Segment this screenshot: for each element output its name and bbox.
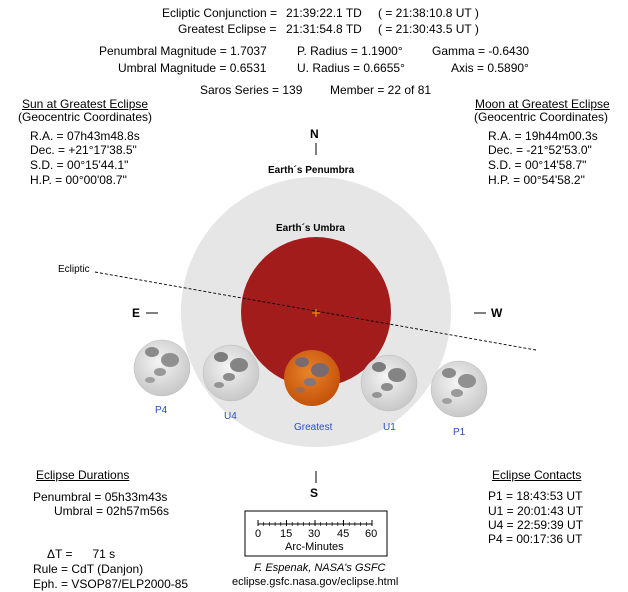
moon-hp: H.P. = 00°54'58.2" — [488, 173, 585, 187]
sun-sd: S.D. = 00°15'44.1" — [30, 158, 129, 172]
scale-tick-label-60: 60 — [365, 528, 378, 540]
rule: Rule = CdT (Danjon) — [33, 562, 144, 576]
moon-p1 — [430, 360, 488, 418]
scale-tick-label-45: 45 — [337, 528, 350, 540]
contact-u1: U1 = 20:01:43 UT — [488, 504, 584, 518]
u-radius: U. Radius = 0.6655° — [297, 61, 405, 75]
moon-ra: R.A. = 19h44m00.3s — [488, 129, 598, 143]
ecliptic-label: Ecliptic — [58, 264, 90, 275]
sun-hp: H.P. = 00°00'08.7" — [30, 173, 127, 187]
scale-label: Arc-Minutes — [285, 541, 344, 553]
moon-label-greatest: Greatest — [294, 422, 333, 433]
ephemeris: Eph. = VSOP87/ELP2000-85 — [33, 577, 189, 591]
contact-p1: P1 = 18:43:53 UT — [488, 489, 583, 503]
credit: F. Espenak, NASA's GSFC — [254, 562, 386, 574]
conjunction-value: 21:39:22.1 TD — [286, 6, 362, 20]
contact-p4: P4 = 00:17:36 UT — [488, 532, 583, 546]
p-radius: P. Radius = 1.1900° — [297, 44, 403, 58]
umbral-duration: Umbral = 02h57m56s — [54, 504, 170, 518]
contacts-title: Eclipse Contacts — [492, 468, 582, 482]
east-label: E — [132, 306, 141, 320]
scale-tick-label-0: 0 — [255, 528, 262, 540]
north-label: N — [310, 127, 319, 141]
penumbral-magnitude: Penumbral Magnitude = 1.7037 — [99, 44, 267, 58]
scale-tick-label-30: 30 — [308, 528, 321, 540]
scale-box — [244, 510, 388, 557]
penumbra-label: Earth´s Penumbra — [268, 165, 355, 176]
axis: Axis = 0.5890° — [451, 61, 529, 75]
moon-u4 — [202, 344, 260, 402]
moon-sd: S.D. = 00°14'58.7" — [488, 158, 587, 172]
penumbral-duration: Penumbral = 05h33m43s — [33, 490, 168, 504]
greatest-ut: ( = 21:30:43.5 UT ) — [378, 22, 479, 36]
scale-tick-label-15: 15 — [280, 528, 293, 540]
contact-u4: U4 = 22:59:39 UT — [488, 518, 584, 532]
moon-p4 — [133, 339, 191, 397]
sun-title: Sun at Greatest Eclipse — [22, 97, 149, 111]
moon-label-p1: P1 — [453, 427, 466, 438]
moon-dec: Dec. = -21°52'53.0" — [488, 143, 592, 157]
moon-title: Moon at Greatest Eclipse — [475, 97, 610, 111]
moon-label-u1: U1 — [383, 422, 396, 433]
moon-greatest — [284, 350, 340, 406]
sun-dec: Dec. = +21°17'38.5" — [30, 143, 137, 157]
conjunction-ut: ( = 21:38:10.8 UT ) — [378, 6, 479, 20]
moon-subtitle: (Geocentric Coordinates) — [474, 110, 609, 124]
moon-label-p4: P4 — [155, 405, 168, 416]
gamma: Gamma = -0.6430 — [432, 44, 530, 58]
sun-ra: R.A. = 07h43m48.8s — [30, 129, 140, 143]
durations-title: Eclipse Durations — [36, 468, 130, 482]
scale-minor-ticks — [263, 522, 367, 526]
delta-t: ΔT = 71 s — [47, 547, 116, 561]
west-label: W — [491, 306, 503, 320]
conjunction-label: Ecliptic Conjunction = — [162, 6, 278, 20]
umbra-label: Earth´s Umbra — [276, 223, 345, 234]
source-url: eclipse.gsfc.nasa.gov/eclipse.html — [232, 576, 399, 588]
umbral-magnitude: Umbral Magnitude = 0.6531 — [118, 61, 267, 75]
moon-u1 — [360, 354, 418, 412]
sun-subtitle: (Geocentric Coordinates) — [18, 110, 153, 124]
moon-label-u4: U4 — [224, 411, 237, 422]
saros-series: Saros Series = 139 — [200, 83, 303, 97]
south-label: S — [310, 486, 319, 500]
greatest-label: Greatest Eclipse = — [178, 22, 277, 36]
saros-member: Member = 22 of 81 — [330, 83, 432, 97]
greatest-value: 21:31:54.8 TD — [286, 22, 362, 36]
